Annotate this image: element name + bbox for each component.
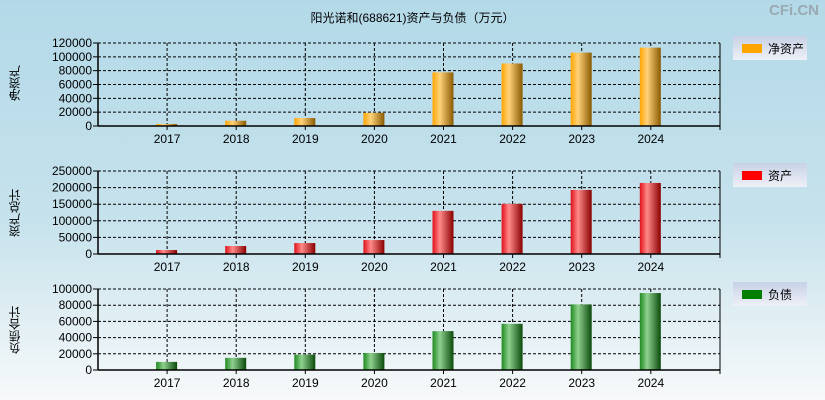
x-tick-label: 2023 bbox=[568, 260, 595, 274]
watermark-logo: CFi.CN bbox=[769, 2, 819, 19]
y-tick-label: 100000 bbox=[52, 214, 92, 228]
y-tick-label: 40000 bbox=[59, 91, 93, 105]
bar-2019 bbox=[294, 118, 316, 126]
x-tick-label: 2018 bbox=[223, 132, 250, 146]
bar-2022 bbox=[501, 323, 523, 370]
x-tick-label: 2023 bbox=[568, 376, 595, 390]
bar-2022 bbox=[501, 203, 523, 254]
bar-2020 bbox=[363, 352, 385, 370]
y-tick-label: 120000 bbox=[52, 36, 92, 50]
bar-2023 bbox=[570, 189, 592, 254]
x-tick-label: 2017 bbox=[154, 260, 181, 274]
x-tick-label: 2019 bbox=[292, 132, 319, 146]
x-tick-label: 2024 bbox=[637, 376, 664, 390]
x-tick-label: 2021 bbox=[430, 376, 457, 390]
bar-2017 bbox=[156, 123, 178, 126]
bar-2020 bbox=[363, 112, 385, 126]
bar-2023 bbox=[570, 304, 592, 370]
x-tick-label: 2019 bbox=[292, 260, 319, 274]
y-tick-label: 250000 bbox=[52, 164, 92, 178]
x-tick-label: 2024 bbox=[637, 132, 664, 146]
legend-label: 净资产 bbox=[768, 41, 805, 56]
x-tick-label: 2020 bbox=[361, 260, 388, 274]
y-tick-label: 80000 bbox=[59, 64, 93, 78]
y-tick-label: 60000 bbox=[59, 78, 93, 92]
x-tick-label: 2020 bbox=[361, 376, 388, 390]
chart-title: 阳光诺和(688621)资产与负债（万元） bbox=[310, 11, 515, 25]
bar-2018 bbox=[225, 357, 247, 370]
y-tick-label: 40000 bbox=[59, 331, 93, 345]
y-tick-label: 0 bbox=[85, 119, 92, 133]
y-tick-label: 100000 bbox=[52, 50, 92, 64]
legend-label: 资产 bbox=[768, 168, 793, 183]
y-tick-label: 80000 bbox=[59, 298, 93, 312]
y-tick-label: 100000 bbox=[52, 282, 92, 296]
x-tick-label: 2024 bbox=[637, 260, 664, 274]
y-tick-label: 200000 bbox=[52, 181, 92, 195]
x-tick-label: 2018 bbox=[223, 376, 250, 390]
y-tick-label: 150000 bbox=[52, 197, 92, 211]
y-axis-label-total-assets: 资产总计 bbox=[8, 189, 22, 237]
bar-2022 bbox=[501, 63, 523, 126]
x-tick-label: 2017 bbox=[154, 376, 181, 390]
legend-swatch bbox=[742, 170, 762, 180]
x-tick-label: 2018 bbox=[223, 260, 250, 274]
bar-2024 bbox=[639, 47, 661, 126]
bar-2021 bbox=[432, 331, 454, 370]
bar-2018 bbox=[225, 120, 247, 126]
legend-assets: 资产 bbox=[733, 163, 807, 187]
y-tick-label: 0 bbox=[85, 247, 92, 261]
legend-net-assets: 净资产 bbox=[733, 36, 807, 60]
x-tick-label: 2023 bbox=[568, 132, 595, 146]
x-tick-label: 2021 bbox=[430, 132, 457, 146]
y-tick-label: 60000 bbox=[59, 314, 93, 328]
legend-liabilities: 负债 bbox=[733, 282, 807, 306]
x-tick-label: 2020 bbox=[361, 132, 388, 146]
bar-2021 bbox=[432, 72, 454, 126]
bar-2020 bbox=[363, 240, 385, 254]
legend-swatch bbox=[742, 289, 762, 299]
bar-2024 bbox=[639, 293, 661, 370]
bar-2017 bbox=[156, 361, 178, 370]
legend-swatch bbox=[742, 43, 762, 53]
bar-2023 bbox=[570, 52, 592, 126]
y-tick-label: 20000 bbox=[59, 347, 93, 361]
x-tick-label: 2021 bbox=[430, 260, 457, 274]
bar-2019 bbox=[294, 243, 316, 254]
y-tick-label: 50000 bbox=[59, 230, 93, 244]
y-tick-label: 20000 bbox=[59, 105, 93, 119]
x-tick-label: 2019 bbox=[292, 376, 319, 390]
x-tick-label: 2022 bbox=[499, 132, 526, 146]
bar-2024 bbox=[639, 182, 661, 254]
y-axis-label-net-assets: 净资产 bbox=[8, 65, 22, 101]
x-tick-label: 2017 bbox=[154, 132, 181, 146]
y-axis-label-total-liabilities: 负债合计 bbox=[8, 306, 22, 354]
x-tick-label: 2022 bbox=[499, 376, 526, 390]
bar-2021 bbox=[432, 210, 454, 254]
y-tick-label: 0 bbox=[85, 363, 92, 377]
x-tick-label: 2022 bbox=[499, 260, 526, 274]
bar-2018 bbox=[225, 246, 247, 254]
legend-label: 负债 bbox=[768, 287, 793, 302]
bar-2017 bbox=[156, 250, 178, 254]
bar-2019 bbox=[294, 354, 316, 370]
